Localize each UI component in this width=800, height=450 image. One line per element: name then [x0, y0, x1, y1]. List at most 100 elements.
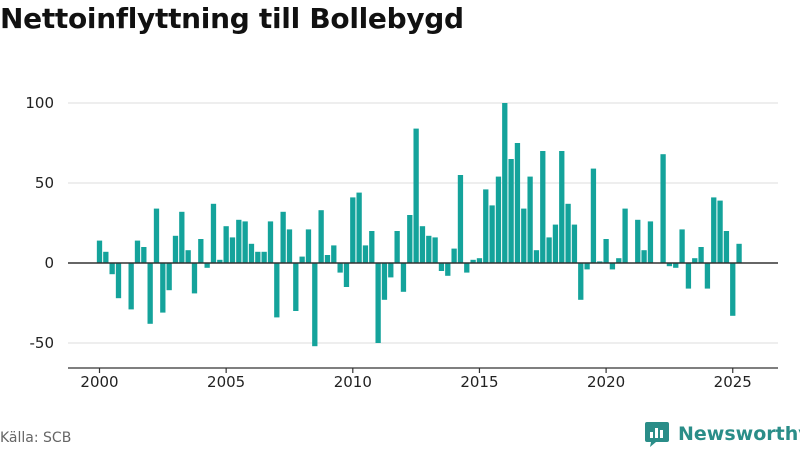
bar: [717, 200, 723, 263]
gridlines: [68, 102, 778, 344]
x-tick-label: 2020: [587, 373, 625, 391]
bar: [248, 243, 255, 263]
bar: [413, 128, 419, 263]
bar: [508, 159, 514, 263]
bar: [584, 263, 590, 270]
bar: [673, 263, 679, 268]
bar: [704, 263, 711, 289]
bar: [324, 255, 331, 263]
bar: [166, 263, 172, 291]
bar: [464, 263, 470, 273]
bar: [343, 263, 350, 287]
bar: [419, 226, 426, 263]
y-tick-label: 0: [44, 254, 54, 272]
bar: [318, 210, 324, 263]
x-tick-label: 2015: [460, 373, 498, 391]
bar: [103, 251, 109, 263]
bar: [286, 229, 293, 263]
chart-title: Nettoinflyttning till Bollebygd: [0, 2, 464, 35]
bar: [527, 176, 533, 263]
bar: [616, 258, 622, 263]
y-tick-label: 50: [35, 174, 54, 192]
x-tick-label: 2005: [207, 373, 245, 391]
bar: [565, 203, 571, 263]
bar: [736, 243, 742, 263]
bar: [476, 258, 483, 263]
bar: [293, 263, 299, 311]
brand-logo[interactable]: Newsworthy: [644, 420, 800, 448]
bar: [692, 258, 698, 263]
bar: [521, 208, 527, 263]
bar: [495, 176, 502, 263]
bar: [698, 247, 704, 263]
bar: [660, 154, 666, 263]
bar: [514, 143, 521, 263]
bar: [191, 263, 198, 294]
y-tick-label: 100: [25, 94, 54, 112]
bar: [134, 240, 141, 263]
bar: [400, 263, 407, 292]
bar: [540, 151, 546, 263]
bar: [622, 208, 628, 263]
brand-name: Newsworthy: [678, 423, 800, 445]
y-tick-label: -50: [30, 334, 55, 352]
bar: [242, 221, 248, 263]
bar: [381, 263, 388, 300]
bar: [571, 224, 578, 263]
bar: [356, 192, 362, 263]
bar: [388, 263, 394, 278]
bar: [362, 245, 369, 263]
bar: [147, 263, 153, 324]
bar-chart: 2000 2005 2010 2015 2020 2025 100 50 0 -50: [25, 94, 778, 391]
bar: [445, 263, 451, 276]
bar: [666, 263, 673, 267]
x-tick-label: 2010: [334, 373, 372, 391]
bar: [375, 263, 381, 343]
bar: [730, 263, 736, 316]
bar: [502, 103, 508, 263]
bar: [210, 203, 217, 263]
bar: [172, 235, 179, 263]
source-note: Källa: SCB: [0, 430, 72, 446]
bar: [115, 263, 122, 299]
x-tick-label: 2000: [80, 373, 118, 391]
bar: [299, 256, 305, 263]
bar: [578, 263, 584, 300]
bar: [305, 229, 312, 263]
bar: [590, 168, 597, 263]
x-tick-label: 2025: [714, 373, 752, 391]
bar: [679, 229, 685, 263]
bar: [160, 263, 166, 313]
bar: [261, 251, 267, 263]
y-axis-labels: 100 50 0 -50: [25, 94, 54, 352]
bar: [609, 263, 616, 270]
bar: [438, 263, 445, 271]
bar: [337, 263, 343, 273]
bar: [369, 231, 375, 263]
x-axis: 2000 2005 2010 2015 2020 2025: [68, 367, 778, 391]
bar: [255, 251, 261, 263]
bar: [229, 237, 236, 263]
bar: [274, 263, 280, 318]
bar: [312, 263, 318, 347]
bar: [223, 226, 229, 263]
bar: [641, 250, 647, 263]
bar: [109, 263, 115, 275]
bar: [533, 250, 540, 263]
bar: [394, 231, 400, 263]
bar: [331, 245, 337, 263]
newsworthy-logo-icon: [645, 422, 669, 447]
bar: [198, 239, 204, 263]
bar: [451, 248, 457, 263]
bar: [603, 239, 609, 263]
bar: [552, 224, 559, 263]
bar: [470, 259, 476, 263]
bar: [217, 259, 223, 263]
bar: [128, 263, 134, 310]
bar: [350, 197, 356, 263]
bar: [267, 221, 274, 263]
bar: [723, 231, 730, 263]
bar: [559, 151, 565, 263]
bar: [489, 205, 495, 263]
bar: [685, 263, 692, 289]
